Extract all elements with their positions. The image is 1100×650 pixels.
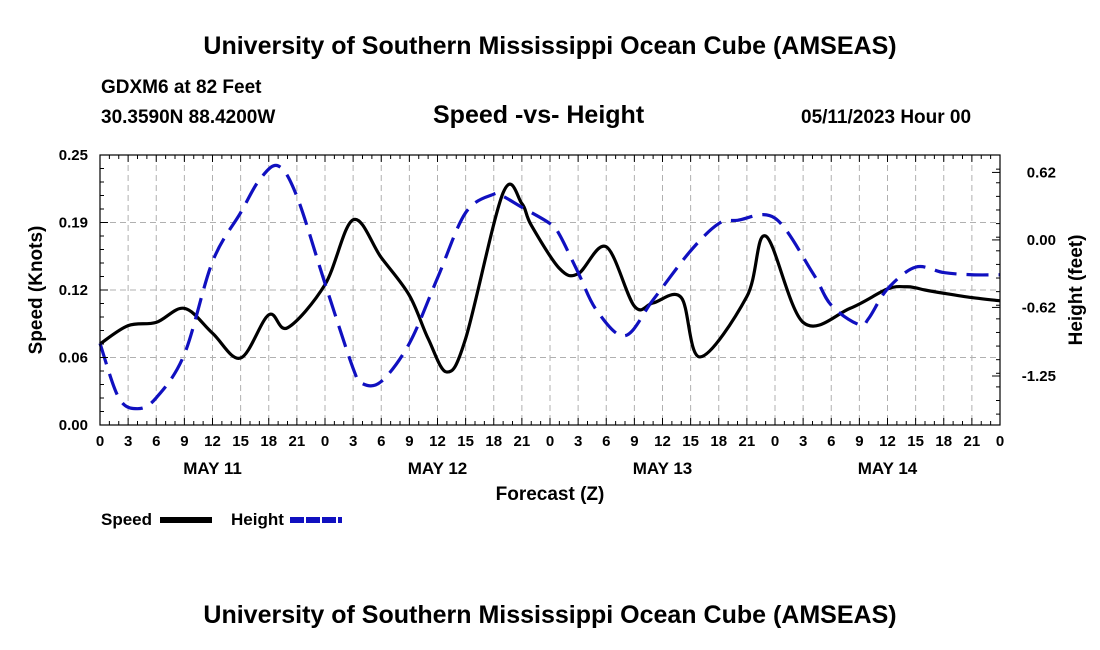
x-tick-label: 9 — [180, 433, 188, 450]
legend-speed-swatch — [160, 517, 212, 523]
chart-title: Speed -vs- Height — [433, 101, 645, 129]
y-tick-label: 0.00 — [59, 417, 88, 434]
legend-height-swatch — [290, 517, 342, 523]
x-tick-label: 0 — [96, 433, 104, 450]
x-tick-label: 0 — [771, 433, 779, 450]
x-tick-label: 3 — [124, 433, 132, 450]
x-tick-label: 15 — [457, 433, 474, 450]
y-tick-label: 0.25 — [59, 147, 88, 164]
x-tick-label: 18 — [935, 433, 952, 450]
x-tick-label: 3 — [799, 433, 807, 450]
x-tick-label: 0 — [321, 433, 329, 450]
x-tick-label: 6 — [377, 433, 385, 450]
grid-lines — [100, 155, 1000, 425]
x-tick-label: 18 — [485, 433, 502, 450]
x-tick-label: 9 — [630, 433, 638, 450]
y-tick-label: 0.12 — [59, 282, 88, 299]
y2-axis-label: Height (feet) — [1066, 235, 1087, 346]
day-label: MAY 12 — [408, 459, 468, 478]
y2-tick-label: 0.62 — [1027, 164, 1056, 181]
station-name: GDXM6 at 82 Feet — [101, 77, 262, 98]
x-tick-label: 21 — [964, 433, 981, 450]
day-label: MAY 11 — [183, 459, 242, 478]
run-time: 05/11/2023 Hour 00 — [801, 107, 972, 128]
x-tick-label: 12 — [429, 433, 446, 450]
x-tick-label: 9 — [405, 433, 413, 450]
axis-labels: 0 3 6 9 12 15 18 21 0 3 6 9 12 15 18 21 0 3 6 9 12 15 18 21 0 3 6 9… — [59, 147, 1056, 478]
x-tick-label: 0 — [996, 433, 1004, 450]
y-tick-label: 0.19 — [59, 215, 88, 232]
legend-speed-label: Speed — [101, 510, 153, 529]
x-tick-label: 6 — [152, 433, 160, 450]
y2-tick-label: -1.25 — [1022, 368, 1056, 385]
x-tick-label: 12 — [204, 433, 221, 450]
y2-tick-label: 0.00 — [1027, 232, 1056, 249]
legend-height-label: Height — [231, 510, 284, 529]
x-tick-label: 15 — [682, 433, 699, 450]
x-tick-label: 18 — [260, 433, 277, 450]
page-title: University of Southern Mississippi Ocean… — [203, 32, 897, 60]
x-tick-label: 21 — [289, 433, 306, 450]
series-line-height — [98, 163, 1001, 411]
axis-ticks — [99, 154, 1001, 426]
x-tick-label: 12 — [879, 433, 896, 450]
y-tick-label: 0.06 — [59, 350, 88, 367]
x-axis-label: Forecast (Z) — [496, 484, 605, 505]
footer-title: University of Southern Mississippi Ocean… — [203, 601, 897, 629]
x-tick-label: 9 — [855, 433, 863, 450]
day-label: MAY 13 — [633, 459, 693, 478]
x-tick-label: 18 — [710, 433, 727, 450]
x-tick-label: 3 — [349, 433, 357, 450]
series-lines — [98, 163, 1001, 411]
x-tick-label: 15 — [232, 433, 249, 450]
x-tick-label: 21 — [514, 433, 531, 450]
x-tick-label: 6 — [602, 433, 610, 450]
day-label: MAY 14 — [858, 459, 918, 478]
speed-height-chart: 0 3 6 9 12 15 18 21 0 3 6 9 12 15 18 21 0 3 6 9 12 15 18 21 0 3 6 9… — [26, 147, 1087, 505]
x-tick-label: 15 — [907, 433, 924, 450]
y2-tick-label: -0.62 — [1022, 299, 1056, 316]
x-tick-label: 0 — [546, 433, 554, 450]
station-coords: 30.3590N 88.4200W — [101, 107, 276, 128]
y-axis-label: Speed (Knots) — [26, 226, 47, 355]
x-tick-label: 3 — [574, 433, 582, 450]
x-tick-label: 12 — [654, 433, 671, 450]
x-tick-label: 21 — [739, 433, 756, 450]
x-tick-label: 6 — [827, 433, 835, 450]
